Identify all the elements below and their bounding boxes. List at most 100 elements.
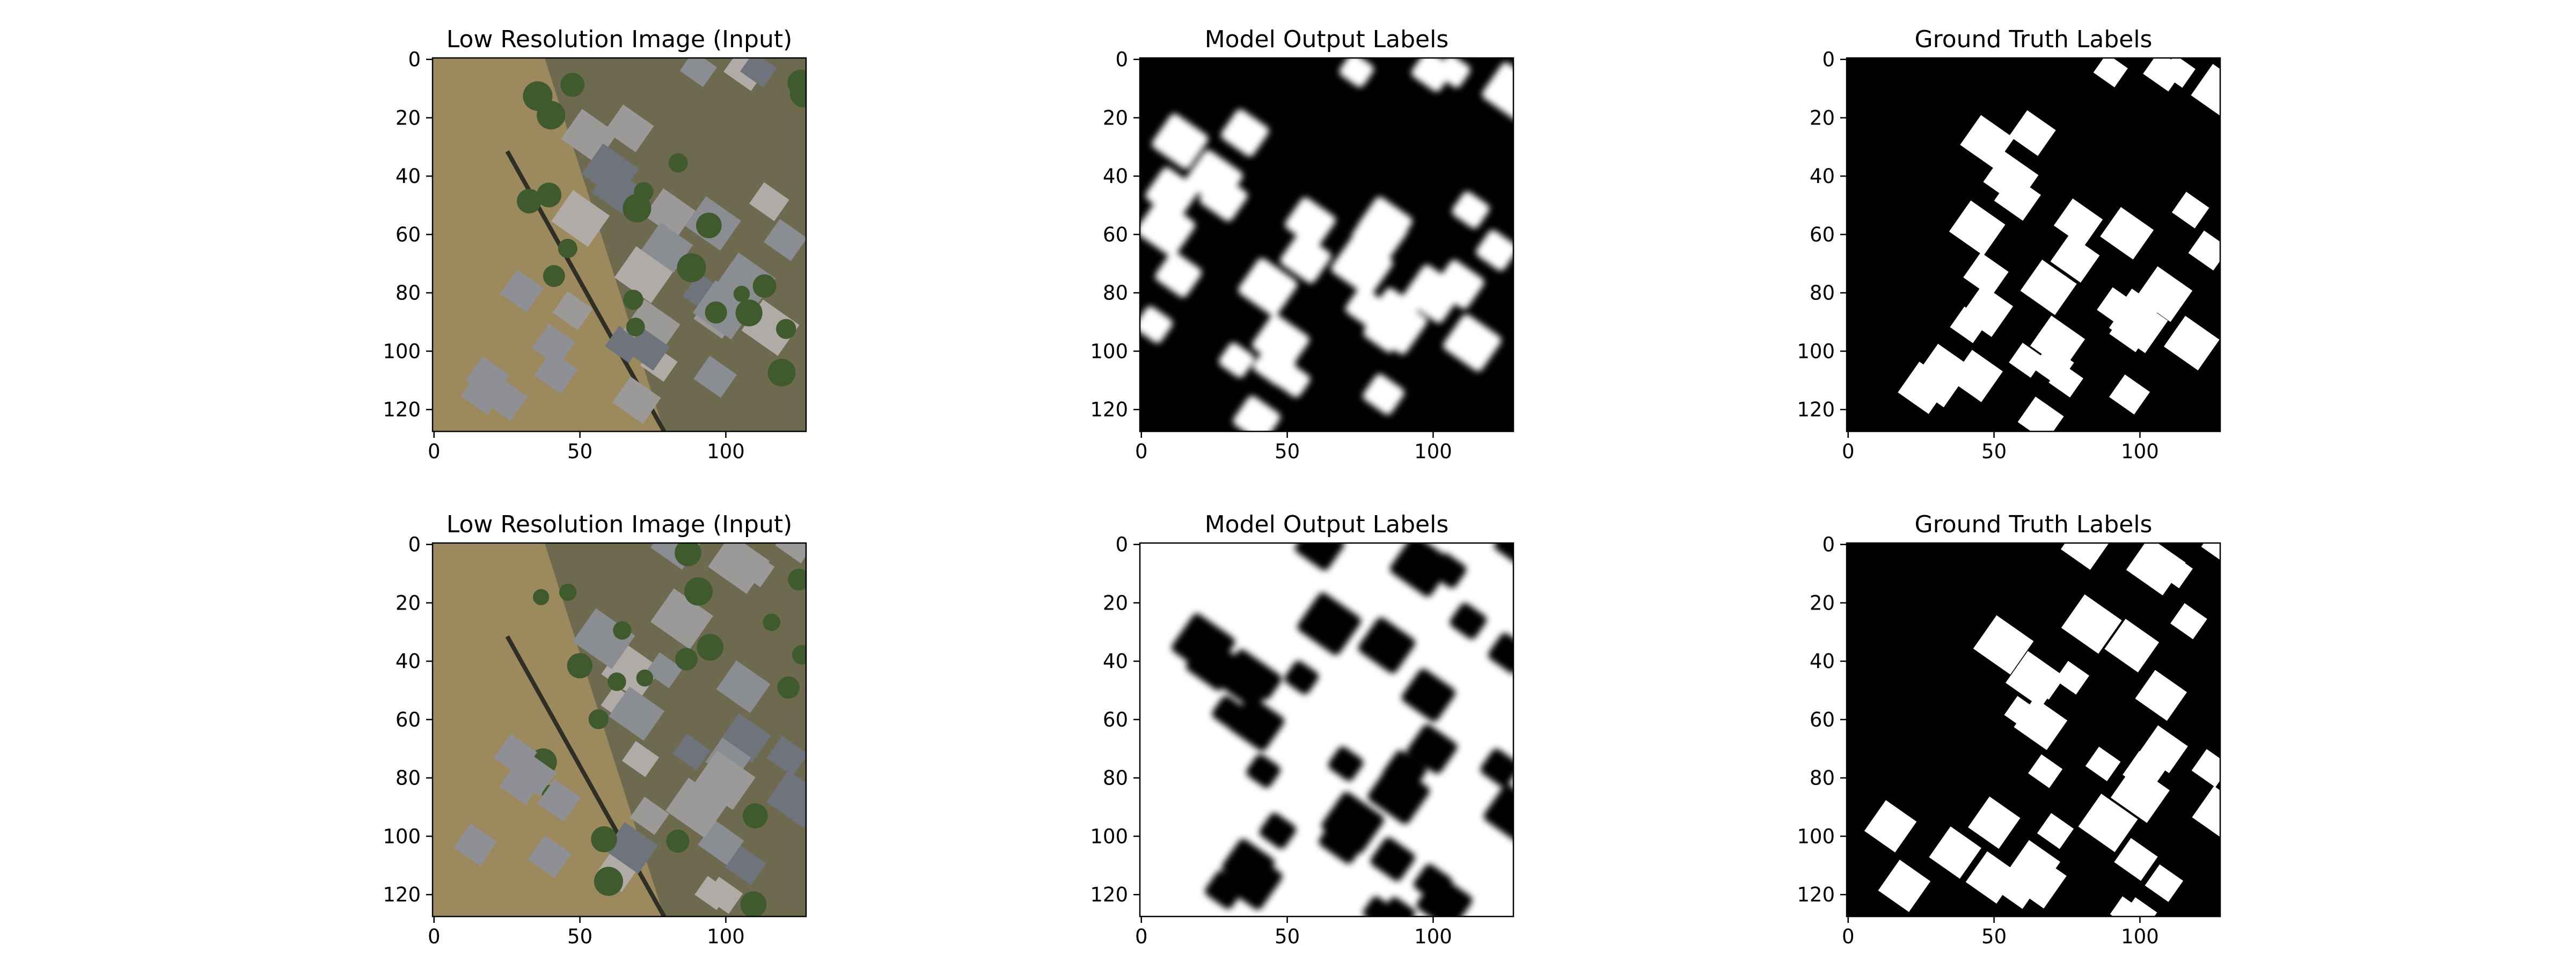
image-roof xyxy=(465,356,509,399)
image-tree xyxy=(536,182,562,208)
subplot: Ground Truth Labels 0 50 100 0 20 40 60 80 100 120 xyxy=(1797,511,2221,948)
image-blob xyxy=(2139,725,2188,773)
y-tick-label: 60 xyxy=(1810,708,1835,731)
image-blob xyxy=(2053,198,2103,247)
x-tick-label: 50 xyxy=(1981,440,2007,463)
y-tick-label: 100 xyxy=(383,340,421,363)
image-roof xyxy=(500,269,544,312)
image-roof xyxy=(672,734,711,771)
image-blob xyxy=(1358,617,1415,673)
y-tick-label: 20 xyxy=(1810,106,1835,129)
image-blob xyxy=(2109,374,2150,415)
image-tree xyxy=(792,645,806,665)
subplot: Low Resolution Image (Input) 0 50 100 0 20 40 6… xyxy=(383,26,807,463)
image-blob xyxy=(1246,754,1280,788)
image-blob xyxy=(1367,763,1430,824)
image-blob xyxy=(1155,252,1202,297)
image-blob xyxy=(2191,749,2220,788)
image-blob xyxy=(2007,850,2067,909)
image-blob xyxy=(1963,252,2009,297)
image-blob xyxy=(1242,661,1282,700)
image-blob xyxy=(1220,849,1283,910)
image-blob xyxy=(2078,794,2138,853)
axes-frame xyxy=(431,542,807,918)
image-blob xyxy=(2188,230,2220,271)
image-tree xyxy=(543,265,565,287)
image-blob xyxy=(1199,174,1248,222)
image-blob xyxy=(2161,58,2196,88)
image-blob xyxy=(1949,200,2006,256)
image-roof xyxy=(716,660,771,713)
y-tick-label: 20 xyxy=(396,106,421,129)
image-blob xyxy=(2085,746,2121,781)
image-tree xyxy=(666,829,690,853)
image-roof xyxy=(698,820,744,866)
y-tick-label: 0 xyxy=(408,533,421,556)
image-roof xyxy=(513,753,557,797)
y-tick-label: 80 xyxy=(1810,767,1835,790)
x-tick-label: 50 xyxy=(1981,925,2007,948)
image-blob xyxy=(1929,826,1981,879)
image xyxy=(1140,58,1513,431)
image-blob xyxy=(1878,860,1931,912)
image-tree xyxy=(752,274,777,298)
x-tick-label: 0 xyxy=(1842,440,1855,463)
subplot-title: Model Output Labels xyxy=(1205,511,1449,538)
image-roof xyxy=(650,588,713,650)
image-blob xyxy=(1297,592,1361,655)
image-blob xyxy=(1994,174,2041,221)
image-roof xyxy=(763,219,806,261)
image-blob xyxy=(1253,344,1296,386)
image xyxy=(1140,543,1513,916)
y-tick-label: 120 xyxy=(383,398,421,421)
image-blob xyxy=(2050,234,2100,283)
image-roof xyxy=(612,376,661,424)
y-tick-label: 120 xyxy=(383,883,421,906)
y-tick-label: 100 xyxy=(1090,825,1128,848)
image-blob xyxy=(2145,864,2184,902)
subplot: Model Output Labels 0 50 100 0 20 40 60 80 100 120 xyxy=(1090,511,1514,948)
y-tick-label: 80 xyxy=(1103,282,1128,305)
image-tree xyxy=(594,867,623,896)
y-tick-label: 20 xyxy=(1810,591,1835,614)
x-tick-label: 100 xyxy=(707,440,745,463)
image-tree xyxy=(742,803,768,828)
image-blob xyxy=(1319,815,1368,864)
image-blob xyxy=(1233,395,1280,431)
image-blob xyxy=(2191,64,2220,120)
image-blob xyxy=(1371,288,1418,334)
image-tree xyxy=(613,621,632,640)
image-blob xyxy=(1973,615,2034,675)
image-tree xyxy=(636,669,654,687)
image-tree xyxy=(533,589,550,605)
y-tick-label: 0 xyxy=(1822,48,1835,71)
x-tick-label: 0 xyxy=(1842,925,1855,948)
image-tree xyxy=(623,194,652,223)
image-roof xyxy=(705,876,743,914)
image-tree xyxy=(567,653,592,679)
image-blob xyxy=(1140,306,1173,343)
image-blob xyxy=(1295,543,1344,570)
image xyxy=(1847,543,2220,916)
image-roof xyxy=(551,190,610,247)
image-tree xyxy=(623,289,643,310)
image-roof xyxy=(609,686,665,741)
image-blob xyxy=(2014,697,2068,750)
image-blob xyxy=(2100,207,2154,260)
image xyxy=(433,58,806,431)
y-tick-label: 120 xyxy=(1090,883,1128,906)
image-blob xyxy=(1452,192,1490,229)
image-blob xyxy=(1443,314,1502,371)
x-tick-label: 50 xyxy=(567,925,592,948)
image-blob xyxy=(2114,838,2158,881)
image xyxy=(1847,58,2220,431)
y-tick-label: 100 xyxy=(1797,825,1835,848)
image-blob xyxy=(1152,114,1209,169)
image-blob xyxy=(1380,897,1416,916)
image-blob xyxy=(1431,553,1467,588)
image-blob xyxy=(2104,619,2160,673)
image-roof xyxy=(534,351,578,394)
image-blob xyxy=(1950,306,1988,343)
